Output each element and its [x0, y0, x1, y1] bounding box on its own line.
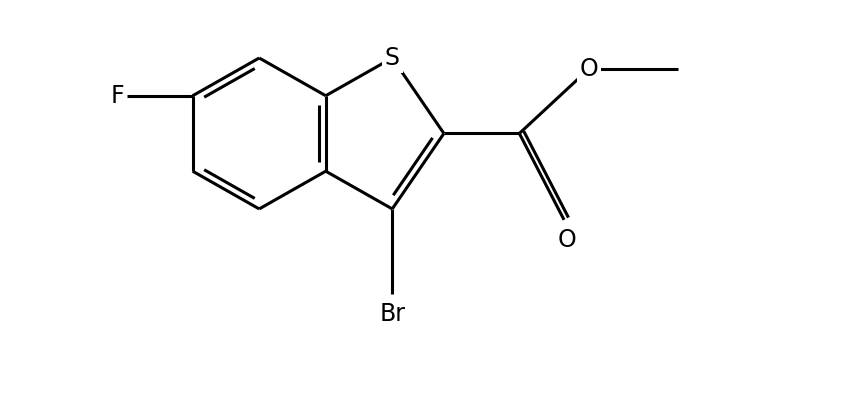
Text: S: S: [385, 46, 399, 70]
Text: O: O: [580, 57, 598, 81]
Text: F: F: [111, 84, 125, 108]
Text: O: O: [557, 228, 576, 252]
Text: Br: Br: [380, 302, 405, 326]
